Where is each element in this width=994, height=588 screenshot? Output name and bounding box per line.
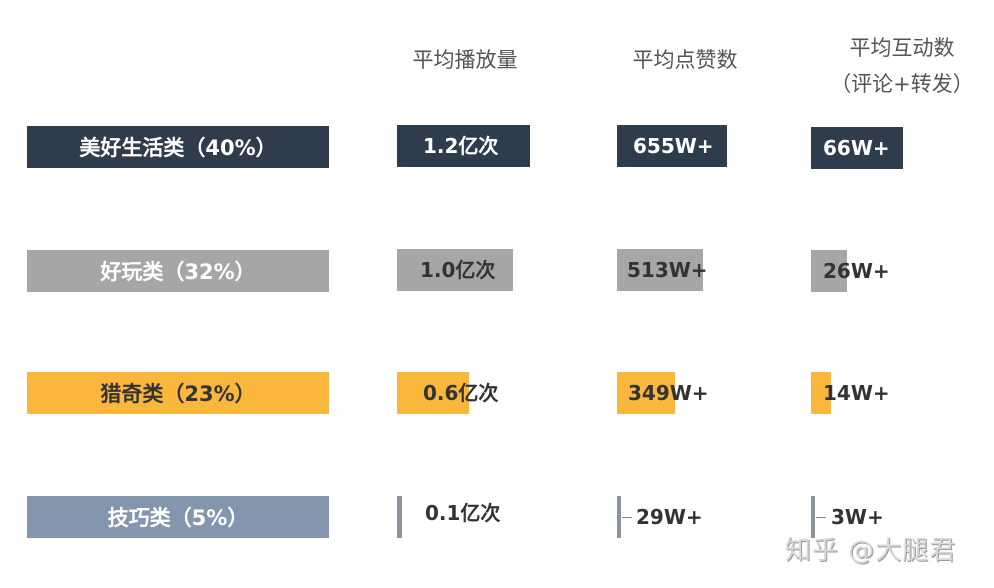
- leader-line: [622, 517, 632, 518]
- interactions-value: 3W+: [831, 505, 884, 529]
- likes-value: 513W+: [627, 258, 708, 282]
- category-bar-lifestyle: 美好生活类（40%）: [27, 126, 329, 168]
- header-avg-plays: 平均播放量: [412, 48, 518, 72]
- likes-value: 29W+: [636, 505, 703, 529]
- likes-value: 655W+: [633, 134, 714, 158]
- category-bar-fun: 好玩类（32%）: [27, 250, 329, 292]
- likes-value: 349W+: [628, 381, 709, 405]
- header-avg-interactions: 平均互动数: [849, 36, 955, 60]
- category-bar-tips: 技巧类（5%）: [27, 496, 329, 538]
- header-avg-likes: 平均点赞数: [632, 48, 738, 72]
- interactions-value: 66W+: [823, 136, 890, 160]
- watermark-text: 知乎 @大腿君: [785, 536, 957, 566]
- play-value: 1.2亿次: [423, 134, 499, 158]
- leader-line: [816, 517, 826, 518]
- play-value: 0.6亿次: [423, 381, 499, 405]
- category-bar-curiosity: 猎奇类（23%）: [27, 372, 329, 414]
- play-value: 1.0亿次: [420, 258, 496, 282]
- header-avg-interactions-sub: （评论+转发）: [830, 72, 974, 96]
- interactions-value: 26W+: [823, 259, 890, 283]
- play-value: 0.1亿次: [425, 501, 501, 525]
- interactions-value: 14W+: [823, 381, 890, 405]
